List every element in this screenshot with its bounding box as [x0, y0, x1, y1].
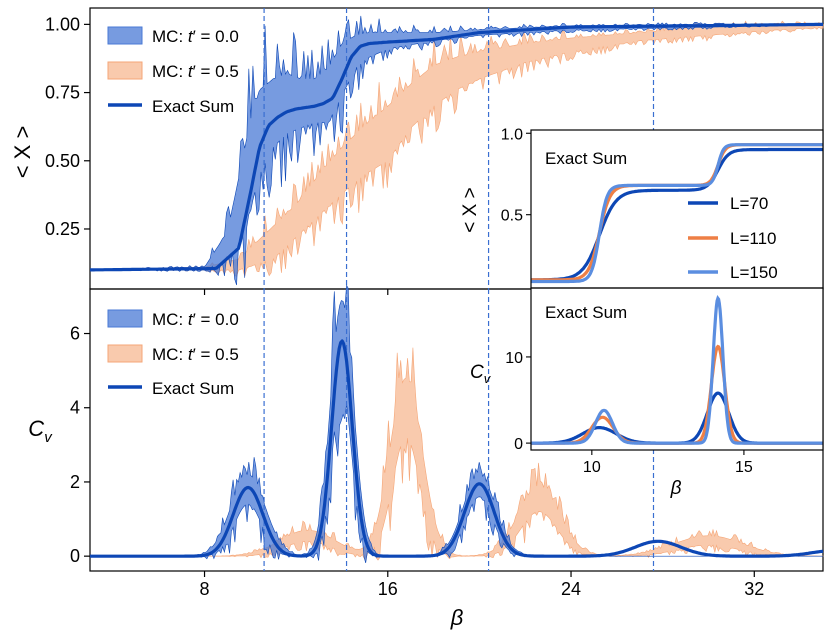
line-exact-sum-cv [89, 339, 824, 558]
inset-line-L=150 [531, 143, 823, 284]
bottom-ylabel: Cv [28, 416, 53, 446]
legend-mc05-label: MC: t′ = 0.5 [152, 62, 239, 81]
y-tick-label: 0.25 [45, 219, 80, 239]
x-tick-label: 8 [200, 579, 210, 599]
top-ylabel: < X > [10, 126, 35, 179]
inset-legend-L150: L=150 [730, 263, 778, 282]
y-tick-label: 6 [70, 324, 80, 344]
inset-x-label: β [670, 478, 682, 499]
legend-exact-label-bottom: Exact Sum [152, 379, 234, 398]
x-tick-label: 24 [561, 579, 581, 599]
inset-legend: L=70 L=110 L=150 [688, 194, 778, 282]
bottom-legend: MC: t′ = 0.0 MC: t′ = 0.5 Exact Sum [107, 309, 239, 398]
inset-bottom-frame [530, 287, 824, 451]
inset-y-tick-label: 0 [514, 436, 523, 453]
legend-mc0-label-bottom: MC: t′ = 0.0 [152, 310, 239, 329]
inset-y-tick-label: 10 [505, 350, 523, 367]
inset-bottom-title: Exact Sum [545, 303, 627, 322]
y-tick-label: 1.00 [45, 14, 80, 34]
x-tick-label: 16 [378, 579, 398, 599]
inset-legend-L110: L=110 [730, 229, 776, 248]
inset-top: 0.5 1.0 [501, 126, 823, 288]
legend-mc05-label-bottom: MC: t′ = 0.5 [152, 345, 239, 364]
legend-swatch-mc05 [107, 61, 143, 80]
inset-y-tick-label: 0.5 [501, 208, 523, 225]
inset-top-ylabel: < X > [460, 187, 481, 232]
inset-cv-line-L=150 [531, 295, 823, 445]
legend-mc0-label: MC: t′ = 0.0 [152, 27, 239, 46]
inset-top-bg [531, 130, 823, 288]
band-mc-t0.0 [89, 15, 823, 286]
y-tick-label: 0 [70, 546, 80, 566]
inset-bottom: 0 10 10 15 [505, 288, 823, 476]
x-tick-label: 32 [744, 579, 764, 599]
y-tick-label: 0.75 [45, 83, 80, 103]
legend-swatch-mc05-bottom [107, 344, 143, 363]
top-plot: 0.25 0.50 0.75 1.00 [45, 8, 824, 295]
y-tick-label: 4 [70, 398, 80, 418]
inset-top-title: Exact Sum [545, 149, 627, 168]
inset-bottom-ylabel: Cv [470, 362, 492, 386]
inset-line-L=70 [531, 147, 823, 282]
inset-y-tick-label: 1.0 [501, 126, 523, 143]
y-tick-label: 0.50 [45, 151, 80, 171]
x-axis-label: β [450, 605, 464, 630]
legend-swatch-mc0-bottom [107, 309, 143, 328]
line-exact-sum [90, 22, 823, 272]
band-mc-t0.5 [89, 20, 824, 278]
legend-swatch-mc0 [107, 26, 143, 45]
inset-x-tick-label: 10 [583, 459, 601, 476]
band-mc-t0.0-cv [90, 284, 823, 563]
y-tick-label: 2 [70, 472, 80, 492]
inset-bottom-bg [531, 288, 823, 450]
inset-x-tick-label: 15 [735, 459, 753, 476]
inset-legend-L70: L=70 [730, 194, 768, 213]
legend-exact-label: Exact Sum [152, 97, 234, 116]
top-legend: MC: t′ = 0.0 MC: t′ = 0.5 Exact Sum [107, 26, 239, 116]
